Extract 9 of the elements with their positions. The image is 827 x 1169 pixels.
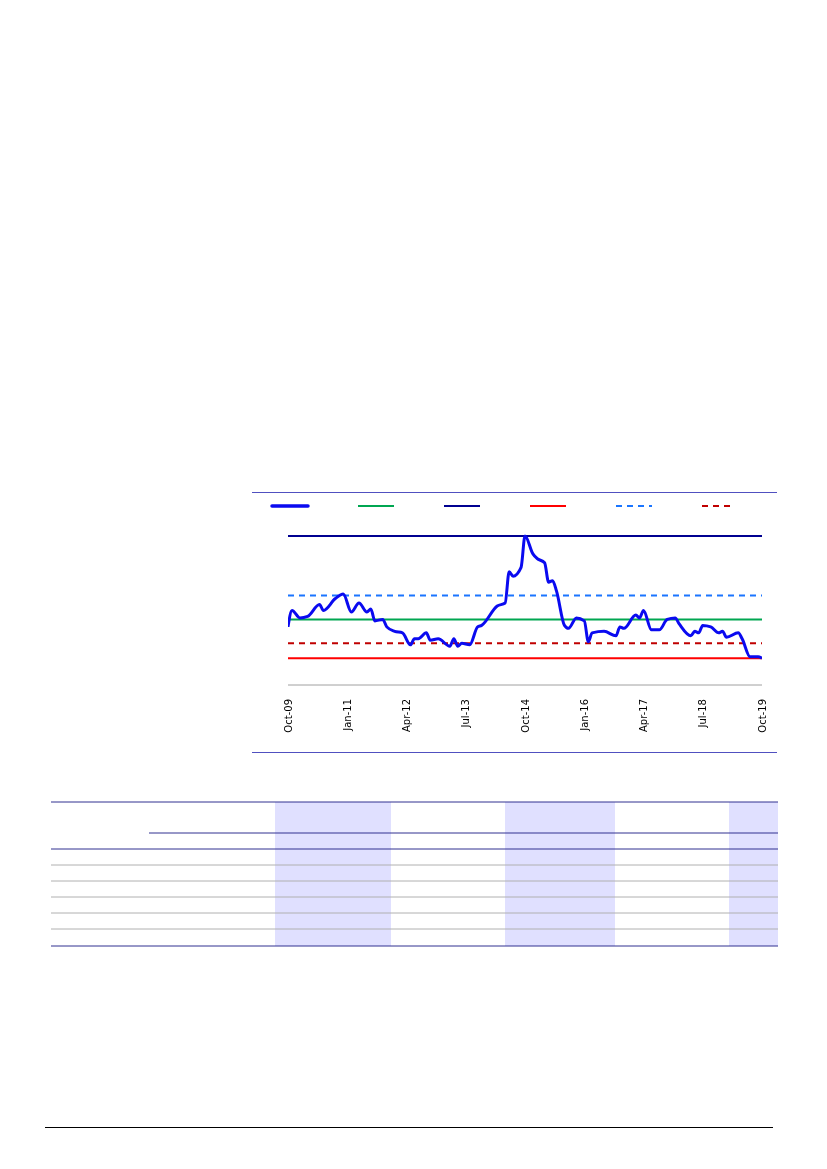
x-tick-label: Oct-19 [756,699,768,733]
x-tick-label: Oct-09 [282,699,294,733]
x-tick-label: Jan-16 [578,699,590,732]
x-tick-label: Jul-13 [460,699,472,729]
x-tick-label: Apr-12 [401,699,412,732]
x-tick-label: Apr-17 [638,699,649,732]
x-tick-label: Oct-14 [519,699,531,733]
x-tick-label: Jan-11 [341,699,353,732]
x-tick-label: Jul-18 [697,699,709,729]
